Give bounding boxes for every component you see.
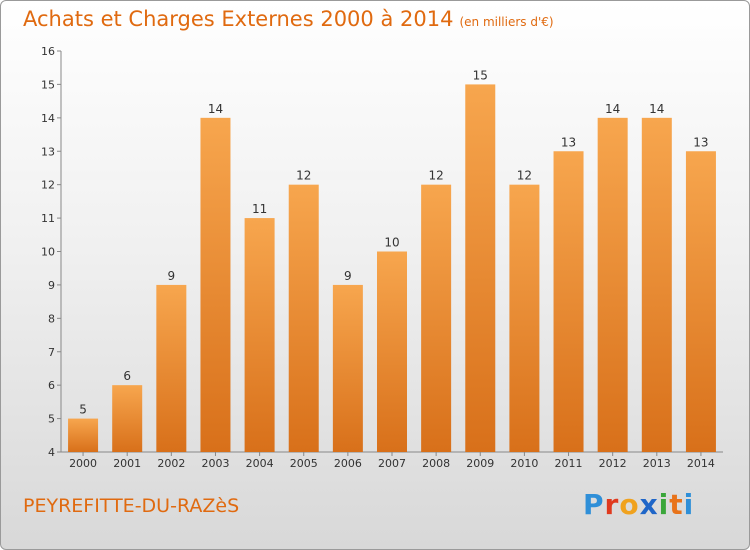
x-tick-label: 2004 [246,457,274,470]
bar [112,385,143,452]
x-tick-label: 2002 [157,457,185,470]
logo-letter: P [583,488,605,521]
chart-title-text: Achats et Charges Externes 2000 à 2014 [23,7,454,31]
bar [377,251,407,452]
bar [597,117,628,452]
chart-subtitle: (en milliers d'€) [459,15,554,29]
x-tick-label: 2001 [113,457,141,470]
bar [244,218,275,452]
bar-value-label: 15 [473,68,488,82]
y-tick-label: 11 [41,212,55,225]
logo-letter: o [619,488,640,521]
bar-value-label: 14 [208,102,223,116]
logo-letter: t [669,488,684,521]
bar-value-label: 9 [168,269,176,283]
x-tick-label: 2010 [510,457,538,470]
bar [332,284,363,452]
chart-title: Achats et Charges Externes 2000 à 2014 (e… [23,7,554,31]
bar-value-label: 10 [384,236,399,250]
logo-letter: i [683,488,695,521]
y-tick-label: 10 [41,246,55,259]
bar [553,151,584,452]
y-tick-label: 16 [41,45,55,58]
bar-value-label: 11 [252,202,267,216]
x-tick-label: 2012 [599,457,627,470]
x-tick-label: 2006 [334,457,362,470]
y-tick-label: 13 [41,145,55,158]
bar [156,284,187,452]
bar [641,117,672,452]
bar-value-label: 12 [517,169,532,183]
y-tick-label: 15 [41,78,55,91]
logo-letter: i [658,488,670,521]
logo-letter: x [639,488,659,521]
y-tick-label: 6 [48,379,55,392]
bar [465,84,496,453]
bar-value-label: 5 [79,403,87,417]
x-tick-label: 2005 [290,457,318,470]
x-tick-label: 2009 [466,457,494,470]
commune-name: PEYREFITTE-DU-RAZèS [23,495,240,517]
logo-letter: r [604,488,620,521]
y-tick-label: 5 [48,413,55,426]
x-tick-label: 2003 [201,457,229,470]
chart-axes: 4 5 6 7 8 9 10 11 12 13 14 15 16 2000 2001 2002 2003 2004… [41,45,723,470]
bar-value-label: 12 [428,169,443,183]
bar-value-label: 14 [605,102,620,116]
bar [200,117,231,452]
x-tick-label: 2007 [378,457,406,470]
bar [288,184,319,452]
bar-value-label: 13 [561,135,576,149]
bar [685,151,716,452]
bar-value-label: 6 [123,369,131,383]
x-tick-label: 2011 [555,457,583,470]
bar-value-label: 9 [344,269,352,283]
y-tick-label: 4 [48,446,55,459]
y-tick-label: 12 [41,179,55,192]
proxiti-logo[interactable]: Proxiti [583,488,694,521]
x-tick-label: 2008 [422,457,450,470]
x-tick-label: 2013 [643,457,671,470]
y-tick-label: 8 [48,312,55,325]
y-tick-label: 9 [48,279,55,292]
chart-bars: 5 6 9 14 11 12 9 10 12 15 12 13 14 14 13 [68,68,716,453]
bar-value-label: 13 [693,135,708,149]
bar-value-label: 12 [296,169,311,183]
bar [421,184,452,452]
y-tick-label: 7 [48,346,55,359]
x-tick-label: 2000 [69,457,97,470]
x-tick-label: 2014 [687,457,715,470]
bar-value-label: 14 [649,102,664,116]
bar [68,418,99,452]
y-tick-label: 14 [41,112,55,125]
bar [509,184,540,452]
